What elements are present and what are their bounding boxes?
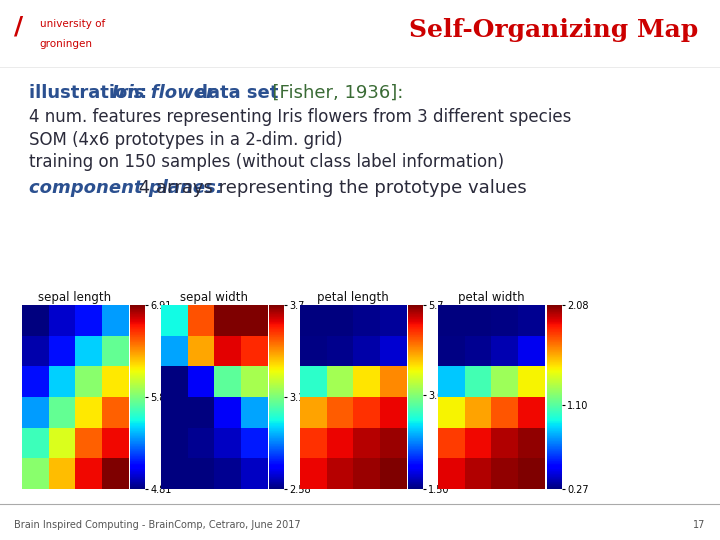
Text: Iris flower: Iris flower xyxy=(112,84,215,102)
Text: data set: data set xyxy=(189,84,278,102)
Text: /: / xyxy=(14,15,24,39)
Title: petal width: petal width xyxy=(459,291,525,304)
Text: training on 150 samples (without class label information): training on 150 samples (without class l… xyxy=(29,153,504,171)
Text: Brain Inspired Computing - BrainComp, Cetraro, June 2017: Brain Inspired Computing - BrainComp, Ce… xyxy=(14,519,301,530)
Text: SOM (4x6 prototypes in a 2-dim. grid): SOM (4x6 prototypes in a 2-dim. grid) xyxy=(29,131,343,149)
Text: Self-Organizing Map: Self-Organizing Map xyxy=(409,18,698,42)
Title: sepal length: sepal length xyxy=(38,291,112,304)
Text: university of: university of xyxy=(40,19,105,29)
Title: petal length: petal length xyxy=(317,291,389,304)
Text: 4 arrays representing the prototype values: 4 arrays representing the prototype valu… xyxy=(133,179,527,197)
Title: sepal width: sepal width xyxy=(180,291,248,304)
Text: [Fisher, 1936]:: [Fisher, 1936]: xyxy=(261,84,403,102)
Text: component planes:: component planes: xyxy=(29,179,223,197)
Text: 17: 17 xyxy=(693,519,706,530)
Text: illustration:: illustration: xyxy=(29,84,153,102)
Text: groningen: groningen xyxy=(40,39,93,49)
Text: 4 num. features representing Iris flowers from 3 different species: 4 num. features representing Iris flower… xyxy=(29,108,571,126)
